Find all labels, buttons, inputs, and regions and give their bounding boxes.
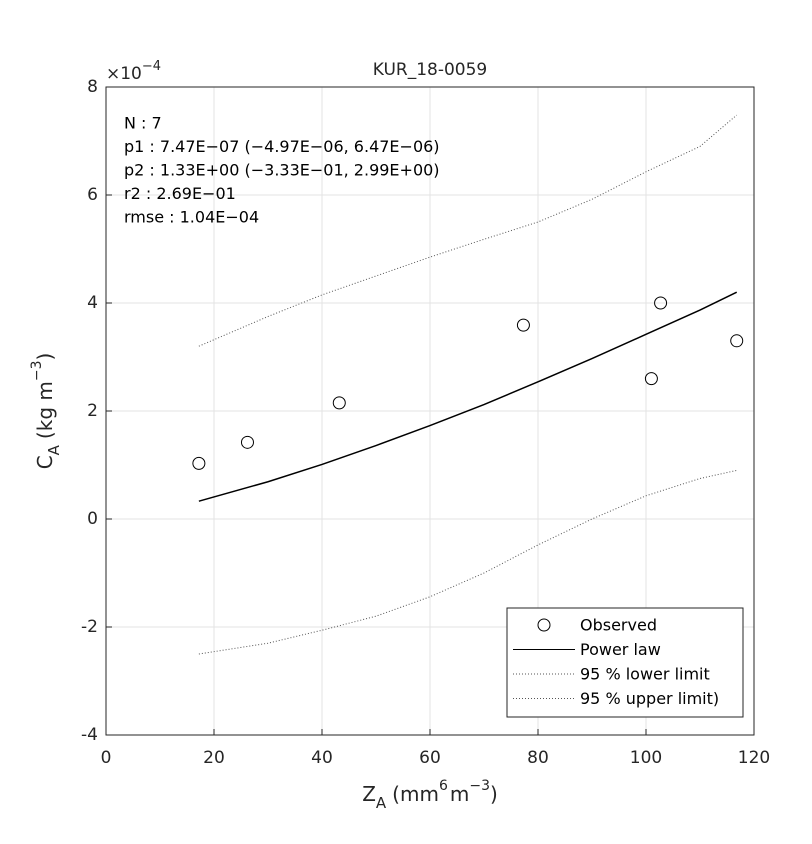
annotation: p2 : 1.33E+00 (−3.33E−01, 2.99E+00): [124, 161, 440, 180]
x-axis-label-part: A: [376, 794, 387, 812]
x-axis-label-part: −3: [469, 778, 490, 794]
y-tick-label: 2: [87, 401, 98, 421]
x-tick-label: 0: [101, 748, 112, 768]
y-tick-label: 4: [87, 293, 98, 313]
annotation: p1 : 7.47E−07 (−4.97E−06, 6.47E−06): [124, 137, 440, 156]
y-axis-label-part: A: [45, 444, 63, 455]
chart-title: KUR_18-0059: [373, 60, 487, 80]
x-axis-label-part: ): [490, 782, 498, 806]
observed-point: [240, 435, 254, 449]
legend-label: 95 % upper limit): [580, 689, 719, 708]
legend-label: Observed: [580, 616, 657, 635]
y-axis-label-part: (kg m: [33, 381, 57, 439]
legend-label: 95 % lower limit: [580, 665, 710, 684]
legend-marker: [537, 618, 551, 632]
observed-point: [644, 372, 658, 386]
x-tick-label: 20: [203, 748, 225, 768]
series-line: [198, 114, 738, 347]
observed-point: [332, 396, 346, 410]
y-axis-label-part: C: [33, 455, 57, 469]
y-tick-label: 0: [87, 509, 98, 529]
y-axis-label-part: −3: [29, 361, 45, 382]
y-exponent-base: ×10: [106, 64, 142, 84]
y-tick-label: 8: [87, 77, 98, 97]
x-axis-label: ZA (mm6 m−3): [362, 778, 498, 812]
x-tick-label: 40: [311, 748, 333, 768]
axes-box: [105, 86, 755, 736]
x-tick-label: 100: [630, 748, 662, 768]
y-tick-label: -4: [81, 725, 98, 745]
x-axis-label-part: (mm: [392, 782, 439, 806]
annotation: N : 7: [124, 114, 162, 133]
observed-point: [192, 456, 206, 470]
x-axis-label-part: 6: [439, 778, 448, 794]
observed-point: [730, 334, 744, 348]
series-line: [198, 469, 737, 655]
y-tick-label: 6: [87, 185, 98, 205]
legend-label: Power law: [580, 640, 661, 659]
observed-point: [654, 296, 668, 310]
series-line: [198, 291, 738, 502]
annotation: r2 : 2.69E−01: [124, 184, 236, 203]
observed-point: [516, 318, 530, 332]
legend-box: [506, 607, 744, 718]
y-axis-label-part: ): [33, 353, 57, 361]
x-tick-label: 60: [419, 748, 441, 768]
x-axis-label-part: Z: [362, 782, 376, 806]
x-axis-label-part: m: [450, 782, 469, 806]
y-exponent: ×10−4: [106, 59, 161, 85]
annotation: rmse : 1.04E−04: [124, 208, 259, 227]
y-exponent-power: −4: [142, 59, 161, 74]
y-tick-label: -2: [81, 617, 98, 637]
x-tick-label: 80: [527, 748, 549, 768]
y-axis-label: CA (kg m−3): [29, 353, 63, 470]
x-tick-label: 120: [738, 748, 770, 768]
